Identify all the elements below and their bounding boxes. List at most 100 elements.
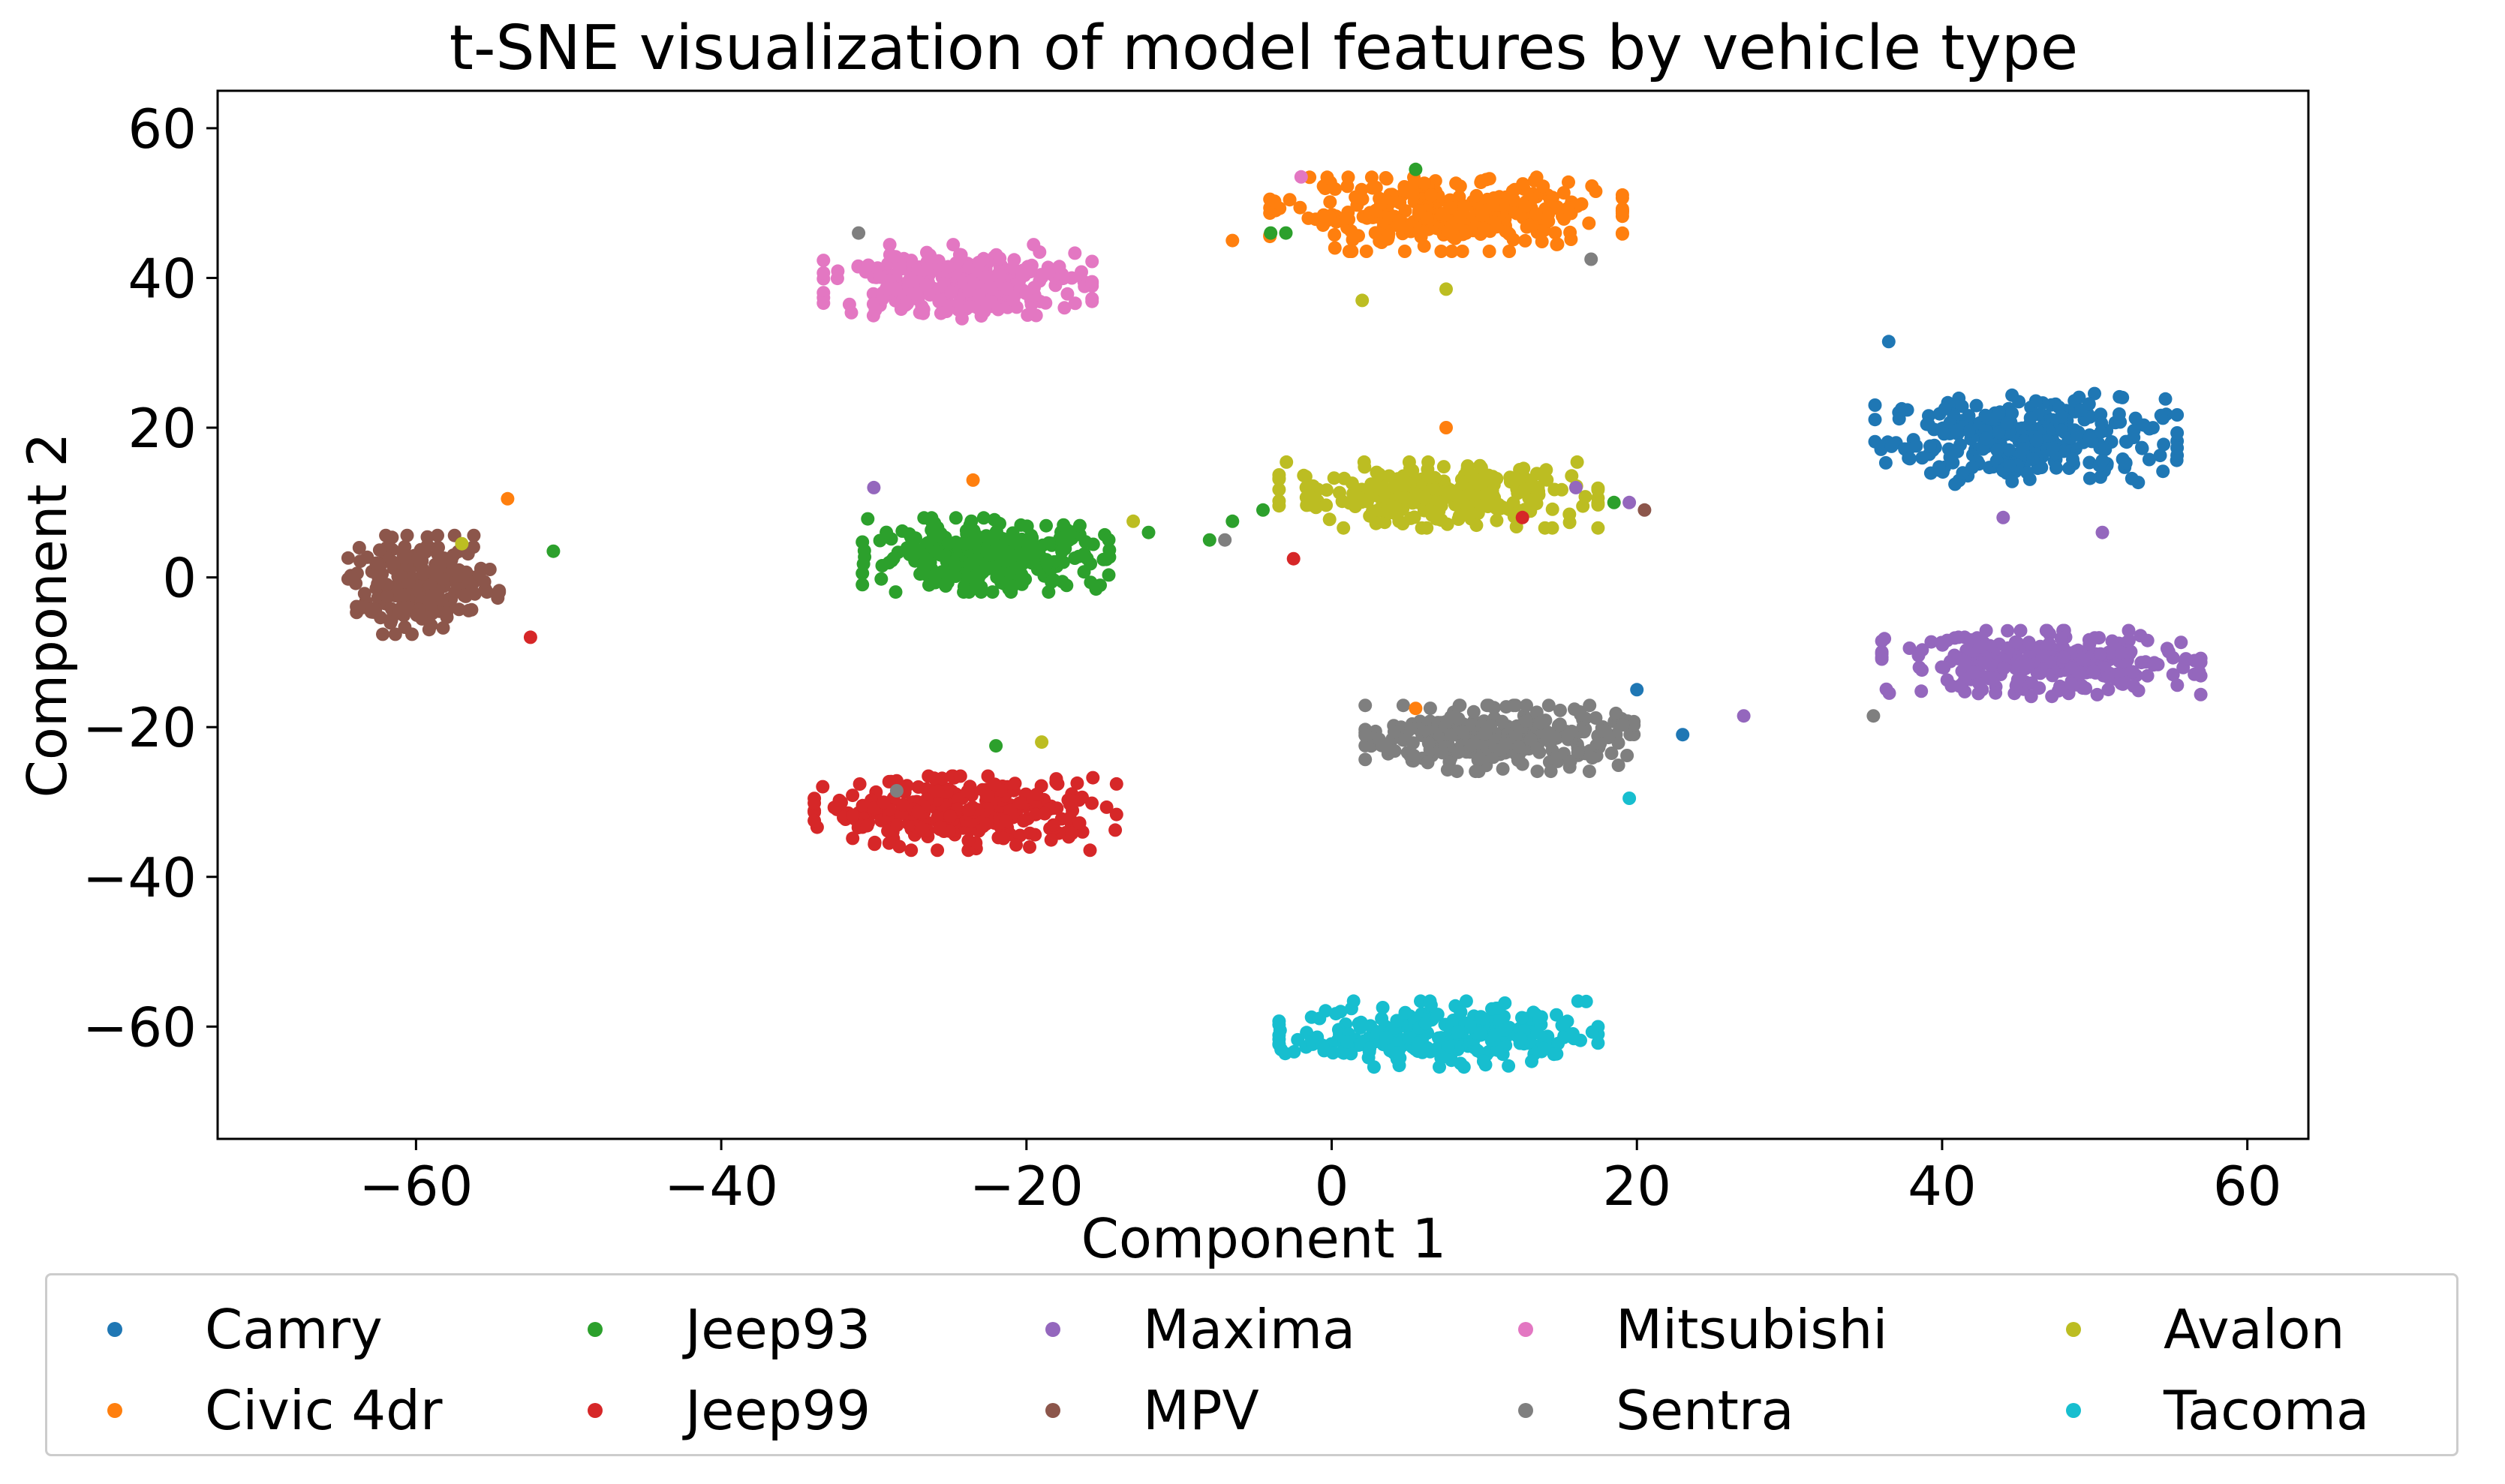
point-mpv-81	[357, 587, 371, 601]
legend-item-avalon: Avalon	[2066, 1296, 2344, 1363]
legend-marker-civic-4dr	[107, 1403, 122, 1418]
legend-item-tacoma: Tacoma	[2066, 1377, 2369, 1444]
point-tacoma-250	[1557, 1030, 1571, 1044]
point-tacoma-244	[1391, 1046, 1404, 1059]
legend-label-civic-4dr: Civic 4dr	[205, 1379, 443, 1442]
point-tacoma-29	[1459, 994, 1473, 1008]
point-maxima-29	[2166, 668, 2180, 682]
point-maxima-stray-30	[1996, 510, 2010, 524]
point-mpv-62	[431, 528, 444, 542]
point-tacoma-253	[1272, 1014, 1286, 1029]
point-tacoma-152	[1398, 1005, 1412, 1020]
point-jeep93-247	[912, 543, 926, 557]
point-maxima-280	[1997, 661, 2011, 675]
point-mitsubishi-262	[862, 258, 876, 272]
point-mitsubishi-274	[1019, 287, 1033, 300]
point-tacoma-224	[1471, 1044, 1485, 1058]
point-tacoma-249	[1411, 1036, 1425, 1050]
point-camry-196	[2049, 461, 2063, 475]
point-maxima-285	[2064, 661, 2079, 675]
point-civic-4dr-239	[1482, 245, 1496, 258]
point-camry-245	[1938, 401, 1952, 416]
chart-title: t-SNE visualization of model features by…	[450, 13, 2079, 84]
point-maxima-177	[1902, 641, 1917, 655]
point-tacoma-34	[1414, 994, 1427, 1008]
point-jeep99-280	[1070, 776, 1084, 790]
point-jeep93-226	[958, 536, 973, 551]
point-civic-4dr-292	[1475, 209, 1490, 223]
point-maxima-168	[2101, 683, 2116, 697]
point-camry-238	[2170, 441, 2185, 455]
point-jeep93-stray-4	[1202, 533, 1216, 547]
point-civic-4dr-211	[1283, 193, 1297, 207]
point-maxima-190	[1914, 684, 1929, 698]
point-avalon-286	[1395, 501, 1409, 515]
point-civic-4dr-115	[1615, 191, 1629, 205]
legend-marker-maxima	[1045, 1322, 1060, 1337]
point-jeep99-276	[877, 795, 891, 810]
point-jeep99-293	[981, 789, 995, 803]
point-mitsubishi-279	[920, 262, 934, 276]
point-tacoma-234	[1492, 1001, 1506, 1015]
point-civic-4dr-304	[1412, 204, 1427, 218]
point-mitsubishi-202	[842, 297, 856, 311]
point-tacoma-252	[1418, 1017, 1433, 1031]
point-avalon-150	[1272, 494, 1286, 508]
point-jeep99-278	[1075, 790, 1089, 804]
point-camry-254	[2005, 406, 2019, 420]
legend-label-camry: Camry	[205, 1298, 383, 1361]
point-jeep93-265	[1055, 545, 1069, 559]
point-maxima-20	[2090, 687, 2104, 701]
point-camry-293	[2003, 459, 2017, 473]
point-camry-236	[1992, 425, 2006, 440]
point-tacoma-246	[1291, 1032, 1305, 1047]
point-civic-4dr-269	[1535, 235, 1549, 248]
legend-marker-mpv	[1045, 1403, 1060, 1418]
point-civic-4dr-305	[1525, 218, 1539, 232]
point-jeep93-stray-5	[1225, 514, 1240, 528]
point-civic-4dr-318	[1502, 245, 1517, 258]
point-camry-282	[2170, 426, 2185, 440]
point-jeep99-261	[961, 834, 976, 848]
point-jeep99-100	[1108, 823, 1123, 837]
point-mitsubishi-243	[892, 262, 907, 276]
point-jeep99-231	[892, 840, 907, 854]
point-camry-265	[2016, 442, 2030, 455]
point-avalon-297	[1499, 501, 1514, 515]
legend-label-mitsubishi: Mitsubishi	[1616, 1298, 1888, 1361]
point-sentra-93	[1358, 753, 1373, 767]
point-maxima-283	[1966, 665, 1980, 680]
point-avalon-291	[1387, 479, 1401, 494]
point-jeep93-283	[1084, 575, 1098, 590]
legend-item-sentra: Sentra	[1518, 1377, 1794, 1444]
point-civic-4dr-328	[1453, 209, 1467, 224]
point-civic-4dr-94	[1434, 245, 1448, 258]
point-jeep99-297	[914, 822, 928, 836]
point-mitsubishi-99	[901, 296, 915, 311]
point-jeep93-293	[948, 559, 962, 573]
point-sentra-306	[1532, 745, 1547, 759]
point-avalon-281	[1423, 470, 1437, 484]
point-jeep99-206	[1109, 807, 1123, 822]
point-civic-4dr-297	[1459, 224, 1472, 239]
point-jeep99-279	[1072, 816, 1087, 830]
point-mpv-187	[399, 600, 413, 614]
point-camry-1	[1969, 398, 1983, 413]
point-camry-158	[2119, 456, 2133, 470]
point-tacoma-232	[1390, 1014, 1404, 1028]
point-mitsubishi-265	[985, 281, 998, 296]
point-civic-4dr-stray-13	[501, 491, 515, 506]
point-camry-225	[2142, 452, 2156, 467]
point-jeep93-258	[949, 569, 963, 583]
point-maxima-224	[2194, 687, 2208, 701]
point-maxima-246	[1989, 686, 2003, 700]
point-jeep99-240	[961, 843, 976, 858]
point-jeep99-199	[1044, 833, 1058, 847]
point-jeep93-277	[917, 511, 931, 525]
point-mitsubishi-276	[901, 274, 916, 288]
point-jeep99-287	[931, 784, 945, 798]
point-camry-230	[2125, 471, 2139, 485]
point-camry-258	[2066, 452, 2079, 467]
point-avalon-287	[1374, 482, 1388, 497]
